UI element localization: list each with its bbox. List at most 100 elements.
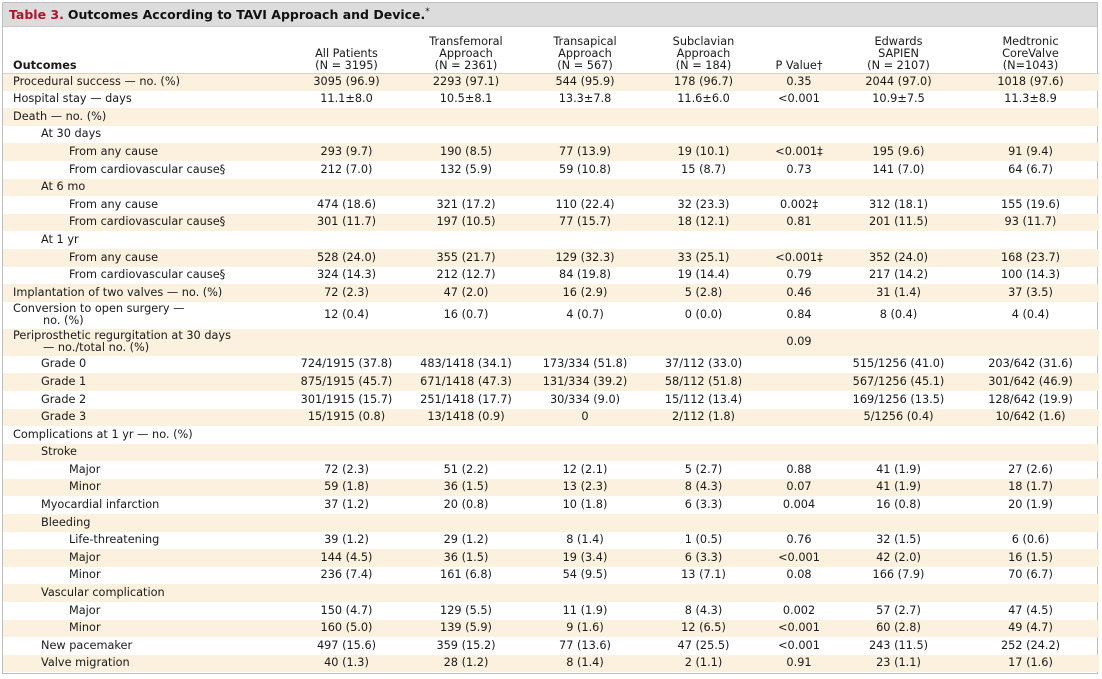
- table-row: Grade 2 301/1915 (15.7) 251/1418 (17.7) 30/…: [3, 391, 1099, 409]
- table-cell: 166 (7.9): [872, 568, 925, 582]
- table-cell: [962, 126, 1099, 144]
- table-cell: 355 (21.7): [406, 248, 526, 267]
- row-label: Valve migration: [3, 654, 287, 673]
- table-cell: 2293 (97.1): [406, 73, 526, 91]
- table-cell: [406, 231, 526, 249]
- table-cell: 20 (1.9): [1008, 498, 1053, 512]
- table-cell: 17 (1.6): [962, 654, 1099, 673]
- table-cell: 77 (13.6): [559, 638, 611, 652]
- p-value-cell: <0.001: [778, 92, 820, 106]
- table-cell: [962, 514, 1099, 532]
- p-value-cell: 0.002: [782, 603, 816, 617]
- table-cell: 203/642 (31.6): [988, 357, 1073, 371]
- table-cell: 13.3±7.8: [558, 92, 612, 106]
- table-row: Minor 59 (1.8) 36 (1.5) 13 (2.3) 8 (4.3) 0.07…: [3, 478, 1099, 497]
- column-header-edwards-sapien: Edwards SAPIEN (N = 2107): [835, 27, 962, 74]
- column-header-subclavian: Subclavian Approach (N = 184): [644, 27, 763, 74]
- table-cell: 128/642 (19.9): [988, 392, 1073, 406]
- table-cell: [835, 426, 962, 444]
- column-header-all-patients: All Patients (N = 3195): [287, 27, 406, 74]
- table-cell: 173/334 (51.8): [542, 357, 628, 371]
- table-cell: [644, 108, 763, 126]
- table-cell: [406, 426, 526, 444]
- row-label: At 30 days: [41, 127, 102, 141]
- table-cell: 8 (1.4): [566, 533, 604, 547]
- table-cell: 40 (1.3): [287, 654, 406, 673]
- table-row: Minor 236 (7.4) 161 (6.8) 54 (9.5) 13 (7.1) 0…: [3, 567, 1099, 585]
- p-value-cell: 0.004: [782, 498, 816, 512]
- table-row: Vascular complication: [3, 584, 1099, 603]
- table-cell: 197 (10.5): [406, 213, 526, 232]
- table-row: From cardiovascular cause§ 301 (11.7) 197 …: [3, 213, 1099, 232]
- table-cell: 60 (2.8): [835, 619, 962, 638]
- table-cell: 77 (13.9): [526, 143, 644, 161]
- row-label: Conversion to open surgery — no. (%): [13, 301, 185, 328]
- table-row: Conversion to open surgery — no. (%) 12 (0…: [3, 302, 1099, 329]
- table-row: From any cause 293 (9.7) 190 (8.5) 77 (13.9…: [3, 143, 1099, 161]
- table-cell: [406, 584, 526, 603]
- p-value-cell: [763, 514, 835, 532]
- table-cell: 47 (4.5): [1008, 603, 1053, 617]
- table-cell: 18 (1.7): [962, 478, 1099, 497]
- table-row: Major 144 (4.5) 36 (1.5) 19 (3.4) 6 (3.3) <0.…: [3, 549, 1099, 567]
- table-row: Grade 0 724/1915 (37.8) 483/1418 (34.1) 173…: [3, 356, 1099, 374]
- row-label: Minor: [69, 568, 101, 582]
- table-cell: 57 (2.7): [876, 603, 921, 617]
- table-cell: 131/334 (39.2): [526, 373, 644, 391]
- row-label: Hospital stay — days: [13, 92, 132, 106]
- table-cell: [962, 328, 1099, 356]
- row-label: Death — no. (%): [3, 108, 287, 126]
- table-cell: 212 (7.0): [320, 162, 373, 176]
- table-cell: 474 (18.6): [316, 197, 377, 211]
- table-cell: 36 (1.5): [406, 478, 526, 497]
- table-cell: 13 (7.1): [681, 568, 726, 582]
- table-cell: 32 (23.3): [677, 197, 730, 211]
- column-header-transapical: Transapical Approach (N = 567): [526, 27, 644, 74]
- table-cell: [644, 328, 763, 356]
- table-cell: 51 (2.2): [443, 462, 489, 476]
- table-row: Life-threatening 39 (1.2) 29 (1.2) 8 (1.4) 1…: [3, 532, 1099, 550]
- table-cell: [526, 108, 644, 126]
- row-label: From cardiovascular cause§: [3, 213, 287, 232]
- table-row: Periprosthetic regurgitation at 30 days —…: [3, 328, 1099, 356]
- table-cell: 8 (0.4): [879, 308, 918, 322]
- table-cell: 195 (9.6): [835, 143, 962, 161]
- table-cell: 5 (2.7): [684, 462, 723, 476]
- table-cell: 2/112 (1.8): [644, 408, 763, 427]
- table-cell: 3095 (96.9): [287, 73, 406, 91]
- row-label: Stroke: [3, 443, 287, 462]
- table-cell: [287, 443, 406, 462]
- table-cell: 243 (11.5): [868, 638, 929, 652]
- table-title: Table 3. Outcomes According to TAVI Appr…: [3, 3, 1097, 27]
- table-cell: 16 (1.5): [962, 549, 1099, 567]
- table-cell: 4 (0.7): [566, 308, 604, 322]
- table-cell: [835, 231, 962, 249]
- p-value-cell: 0.08: [786, 568, 812, 582]
- row-label: From any cause: [69, 197, 159, 211]
- table-cell: 28 (1.2): [406, 654, 526, 673]
- table-cell: 6 (0.6): [1011, 533, 1050, 547]
- table-cell: 15/112 (13.4): [664, 392, 743, 406]
- table-cell: [287, 108, 406, 126]
- p-value-cell: 0.002‡: [780, 197, 818, 211]
- row-label: Bleeding: [3, 514, 287, 532]
- table-cell: 324 (14.3): [316, 268, 377, 282]
- table-cell: 236 (7.4): [320, 568, 373, 582]
- row-label: Grade 3: [3, 408, 287, 427]
- table-cell: [287, 178, 406, 197]
- table-cell: 217 (14.2): [868, 268, 929, 282]
- table-body: Procedural success — no. (%) 3095 (96.9) 2…: [3, 73, 1099, 673]
- table-cell: [526, 514, 644, 532]
- p-value-cell: <0.001‡: [763, 248, 835, 267]
- table-row: Major 150 (4.7) 129 (5.5) 11 (1.9) 8 (4.3) 0.…: [3, 602, 1099, 620]
- table-row: Bleeding: [3, 514, 1099, 532]
- table-cell: 321 (17.2): [436, 197, 496, 211]
- row-label: Minor: [3, 478, 287, 497]
- table-cell: 0 (0.0): [684, 308, 723, 322]
- table-cell: [526, 584, 644, 603]
- p-value-cell: [763, 231, 835, 249]
- p-value-cell: 0.73: [786, 162, 812, 176]
- table-cell: [644, 231, 763, 249]
- table-cell: [835, 514, 962, 532]
